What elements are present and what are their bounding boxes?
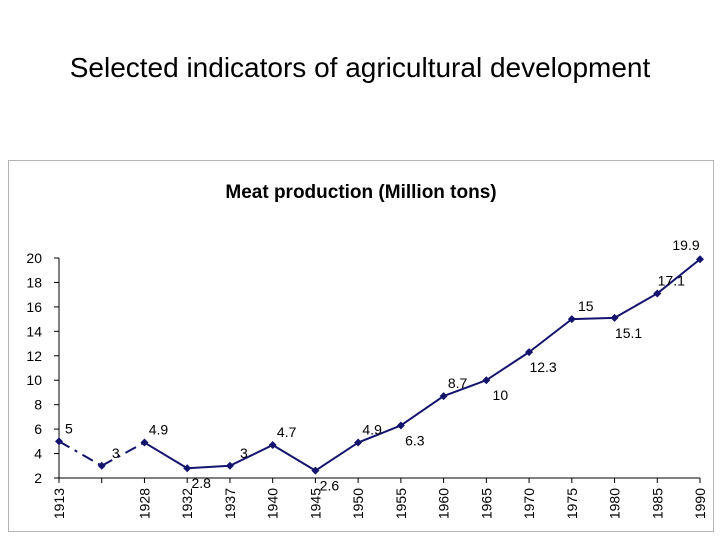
data-label: 2.8: [191, 475, 211, 491]
y-axis: 2 4 6 8 10 12 14 16 18 20: [26, 250, 60, 486]
data-label: 17.1: [658, 272, 685, 288]
x-tick-label: 1932: [179, 488, 195, 519]
x-tick-label: 1970: [521, 488, 537, 519]
data-label: 12.3: [529, 359, 556, 375]
line-segment: [229, 444, 274, 467]
line-segment: [443, 379, 487, 398]
x-tick-label: 1945: [307, 488, 323, 519]
line-segment: [357, 424, 402, 444]
line-segment: [187, 464, 230, 470]
data-label: 4.9: [362, 422, 382, 438]
data-label: 5: [65, 420, 73, 436]
data-point: [482, 376, 491, 385]
line-segment: [485, 351, 530, 382]
x-tick-label: 1975: [564, 488, 580, 519]
data-label: 4.9: [149, 422, 169, 438]
data-point: [567, 315, 576, 324]
data-point: [55, 437, 63, 446]
x-tick-label: 1960: [436, 488, 452, 519]
slide-title: Selected indicators of agricultural deve…: [69, 52, 651, 83]
data-point: [225, 461, 234, 470]
data-point: [696, 255, 704, 264]
data-point: [610, 313, 619, 322]
data-point: [311, 466, 320, 475]
y-tick-label: 18: [26, 274, 42, 290]
data-label: 6.3: [405, 432, 425, 448]
data-label: 4.7: [277, 424, 297, 440]
line-segment-dashed: [101, 441, 145, 467]
line-segment: [656, 258, 701, 295]
y-tick-label: 12: [26, 348, 42, 364]
data-labels: 5 3 4.9 2.8 3 4.7 2.6 4.9 6.3 8.7 10 12.3 15 15.1 17.1…: [65, 237, 700, 493]
y-tick-label: 20: [26, 250, 42, 266]
line-segment-dashed: [58, 440, 103, 467]
y-tick-label: 6: [34, 421, 42, 437]
x-tick-label: 1950: [350, 488, 366, 519]
x-tick-label: 1965: [478, 488, 494, 519]
data-point: [183, 464, 192, 473]
data-label: 15: [578, 298, 594, 314]
x-tick-label: 1980: [607, 488, 623, 519]
x-tick-label: 1940: [265, 488, 281, 519]
data-point: [354, 438, 363, 447]
y-tick-label: 4: [34, 446, 42, 462]
line-segment: [400, 395, 445, 427]
y-tick-label: 14: [26, 323, 42, 339]
data-point: [140, 438, 149, 447]
data-point: [525, 348, 534, 357]
line-segment: [614, 292, 658, 319]
y-tick-label: 8: [34, 397, 42, 413]
x-tick-label: 1937: [222, 488, 238, 519]
data-label: 3: [112, 445, 120, 461]
x-tick-label: 1913: [51, 488, 67, 519]
line-segment: [314, 441, 359, 472]
data-label: 2.6: [320, 478, 340, 494]
data-label: 10: [493, 387, 509, 403]
x-tick-label: 1928: [136, 488, 152, 519]
series-meat-production: [55, 255, 704, 475]
data-point: [396, 421, 405, 430]
line-segment: [528, 318, 573, 353]
x-tick-label: 1955: [393, 488, 409, 519]
data-label: 19.9: [672, 237, 699, 253]
chart-title: Meat production (Million tons): [225, 182, 496, 203]
line-segment: [272, 444, 316, 472]
data-label: 3: [240, 445, 248, 461]
y-tick-label: 2: [34, 470, 42, 486]
data-point: [268, 441, 277, 449]
data-label: 15.1: [615, 325, 642, 341]
x-tick-label: 1985: [649, 488, 665, 519]
data-point: [97, 461, 106, 470]
data-point: [653, 289, 662, 298]
y-tick-label: 10: [26, 372, 42, 388]
line-segment: [143, 441, 188, 470]
chart-frame: [8, 160, 714, 532]
data-label: 8.7: [448, 375, 468, 391]
data-point: [439, 392, 448, 401]
line-segment: [571, 316, 615, 321]
x-tick-label: 1990: [692, 488, 708, 519]
x-axis: 1913 1928 1932 1937 1940 1945 1950 1955 1960 1965…: [51, 477, 708, 519]
y-tick-label: 16: [26, 299, 42, 315]
